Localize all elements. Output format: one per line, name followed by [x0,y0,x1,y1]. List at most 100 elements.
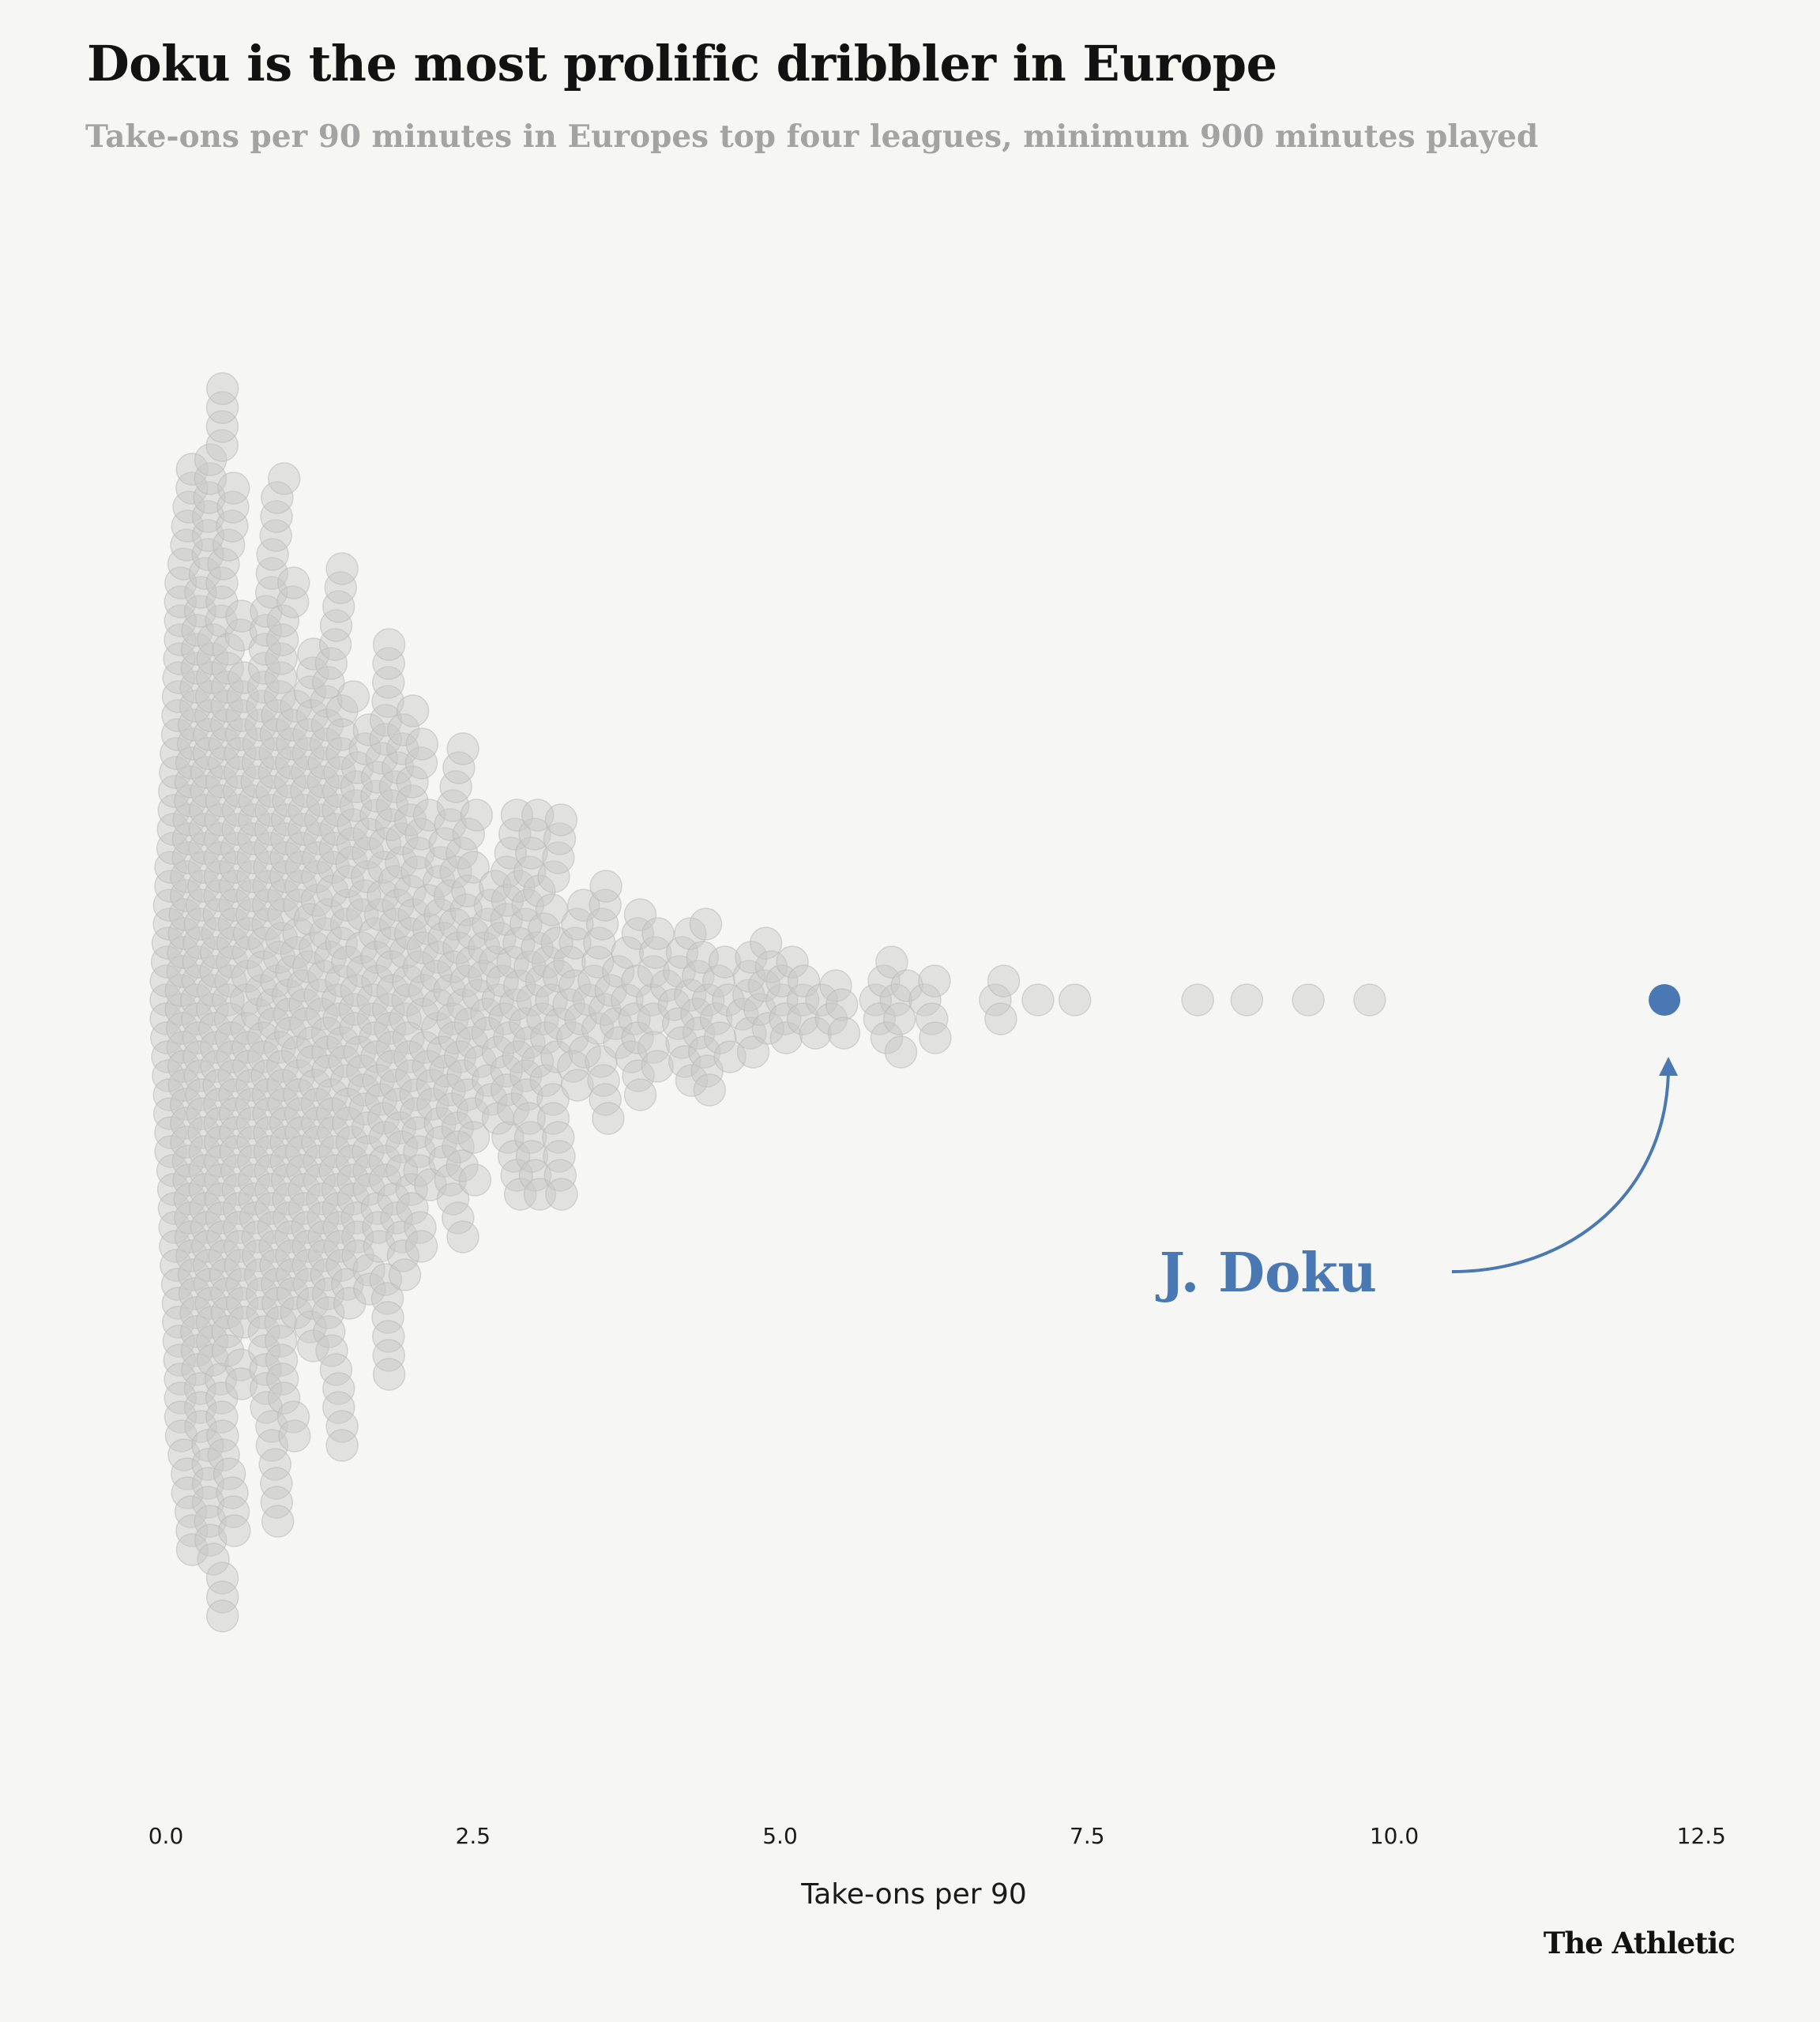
player-dot [222,775,256,808]
player-dot [372,1339,405,1372]
player-dot [479,870,512,903]
player-dot [419,960,453,993]
player-dot [212,633,246,666]
player-dot [395,784,429,817]
player-dot [396,694,430,727]
player-dot [211,671,244,704]
player-dot [258,1230,291,1263]
player-dot [261,1505,295,1538]
player-dot [322,1372,355,1405]
player-dot [372,1358,406,1391]
player-dot [188,813,222,846]
player-dot [264,1325,298,1358]
player-dot [310,685,343,718]
player-dot [316,1097,349,1130]
player-dot [460,799,494,832]
player-dot [543,1140,576,1173]
player-dot [167,1050,201,1083]
annotation-arrow [1451,1057,1679,1273]
player-dot [280,936,314,969]
player-dot [224,1249,257,1282]
player-dot [537,860,570,893]
player-dot [184,576,217,609]
player-dot [352,1154,385,1187]
player-dot [307,1239,341,1272]
player-dot [204,1362,238,1396]
player-dot [211,652,244,685]
player-dot [174,1495,208,1528]
player-dot [686,941,720,974]
player-dot [319,609,353,642]
player-dot [787,964,821,998]
player-dot [195,1325,229,1358]
player-dot [206,1220,239,1253]
player-dot [434,1163,468,1197]
player-dot [863,1002,897,1035]
player-dot [372,628,406,661]
player-dot [919,1021,952,1054]
player-dot [205,1400,239,1434]
player-dot [302,841,335,874]
player-dot [295,1287,329,1320]
player-dot [585,1045,618,1078]
player-dot [303,822,337,855]
player-dot [388,1258,422,1291]
player-dot [203,841,237,874]
player-dot [264,1306,297,1339]
player-dot [185,889,219,922]
player-dot [288,1173,321,1206]
player-dot [543,1159,577,1192]
player-dot [819,969,852,1002]
player-dot [228,1306,261,1339]
player-dot [218,1514,251,1547]
player-dot [166,1031,200,1064]
player-dot [219,1116,252,1149]
player-dot [197,623,230,656]
player-dot [311,1277,345,1310]
player-dot [270,803,304,836]
player-dot [369,1263,403,1296]
player-dot [615,1040,649,1073]
player-dot [360,941,393,974]
player-dot [237,803,271,836]
player-dot [412,884,446,917]
player-dot [167,936,200,969]
player-dot [769,1002,802,1035]
player-dot [217,472,250,505]
player-dot [269,841,303,874]
player-dot [341,1239,374,1272]
player-dot [180,652,214,685]
player-dot [528,912,561,945]
player-dot [224,737,257,770]
player-dot [588,889,622,922]
player-dot [379,1069,412,1102]
player-dot [288,988,322,1021]
player-dot [270,1163,304,1197]
player-dot [269,1144,303,1178]
player-dot [475,1083,508,1116]
player-dot [340,1201,374,1235]
player-dot [393,1040,427,1073]
player-dot [322,1211,355,1244]
player-dot [254,794,288,827]
player-dot [218,889,251,922]
player-dot [291,737,325,770]
player-dot [689,908,723,941]
player-dot [236,1144,270,1178]
player-dot [333,1287,367,1320]
player-dot [222,1192,256,1225]
player-dot [352,1135,385,1168]
player-dot [216,490,250,524]
player-dot [249,1353,282,1386]
player-dot [458,1163,492,1197]
player-dot [471,1017,505,1050]
player-dot [472,908,505,941]
player-dot [237,1163,271,1197]
player-dot [249,1372,283,1405]
player-dot [212,983,245,1017]
player-dot [325,1249,359,1282]
player-dot [272,1201,306,1235]
player-dot [210,1296,244,1329]
player-dot [446,732,479,765]
player-dot [223,756,257,789]
